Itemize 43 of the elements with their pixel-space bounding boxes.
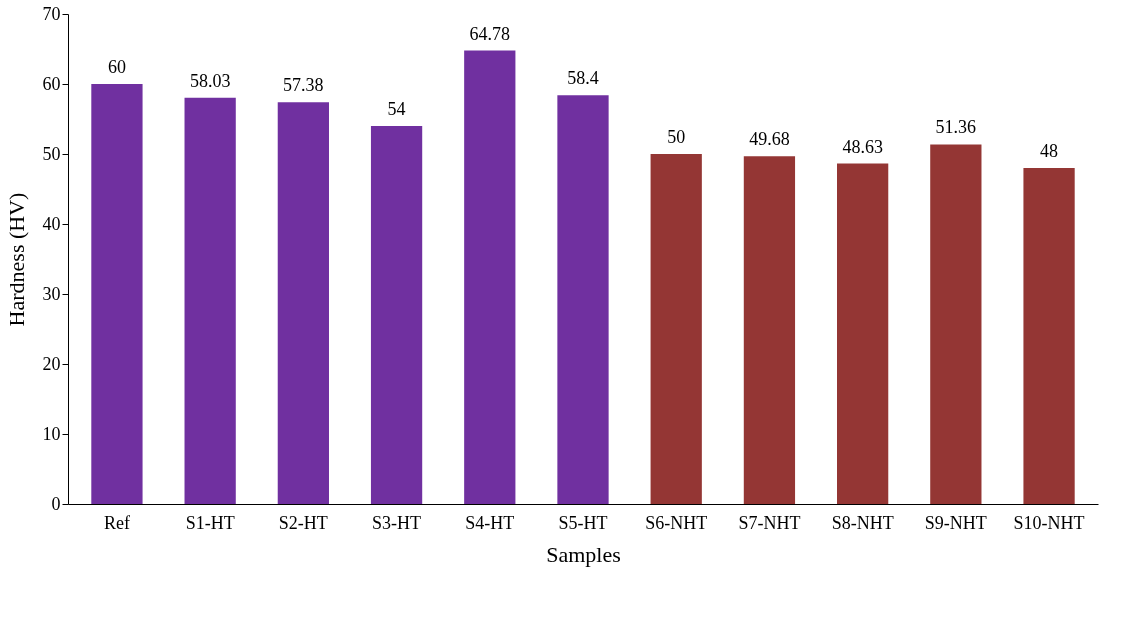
x-tick-label: S6-NHT xyxy=(645,512,708,533)
x-tick-label: S3-HT xyxy=(372,512,422,533)
y-tick-label: 70 xyxy=(42,3,61,24)
bar xyxy=(557,95,609,504)
y-tick-label: 20 xyxy=(42,353,61,374)
data-label: 49.68 xyxy=(749,129,790,150)
x-tick-label: S4-HT xyxy=(465,512,515,533)
y-tick-label: 0 xyxy=(51,493,61,514)
x-tick-label: Ref xyxy=(103,512,130,533)
x-tick-label: S7-NHT xyxy=(738,512,801,533)
y-tick-label: 60 xyxy=(42,73,61,94)
data-label: 48.63 xyxy=(842,136,883,157)
x-tick-label: S8-NHT xyxy=(831,512,894,533)
bar xyxy=(837,163,889,504)
bar xyxy=(1023,168,1075,504)
bar xyxy=(184,97,236,504)
data-label: 51.36 xyxy=(935,117,977,138)
bar xyxy=(930,144,982,504)
x-tick-label: S9-NHT xyxy=(924,512,987,533)
x-tick-label: S10-NHT xyxy=(1013,512,1085,533)
bar xyxy=(277,102,329,504)
data-label: 58.03 xyxy=(189,70,231,91)
x-tick-label: S1-HT xyxy=(185,512,235,533)
data-label: 54 xyxy=(387,99,406,119)
bar xyxy=(650,154,702,504)
data-label: 57.38 xyxy=(283,75,324,96)
data-label: 58.4 xyxy=(567,68,599,89)
bar xyxy=(91,84,143,504)
data-label: 60 xyxy=(107,57,126,77)
x-tick-label: S5-HT xyxy=(558,512,608,533)
x-axis-title: Samples xyxy=(546,541,621,567)
data-label: 64.78 xyxy=(469,23,511,44)
y-tick-label: 50 xyxy=(42,143,61,164)
y-tick-label: 40 xyxy=(42,213,61,234)
y-tick-label: 10 xyxy=(42,423,61,444)
y-tick-label: 30 xyxy=(42,283,61,304)
data-label: 48 xyxy=(1040,141,1059,161)
bar xyxy=(743,156,796,504)
bar xyxy=(370,126,423,504)
y-axis-title: Hardness (HV) xyxy=(3,192,29,327)
data-label: 50 xyxy=(667,127,686,147)
bar xyxy=(464,50,516,504)
x-tick-label: S2-HT xyxy=(278,512,328,533)
